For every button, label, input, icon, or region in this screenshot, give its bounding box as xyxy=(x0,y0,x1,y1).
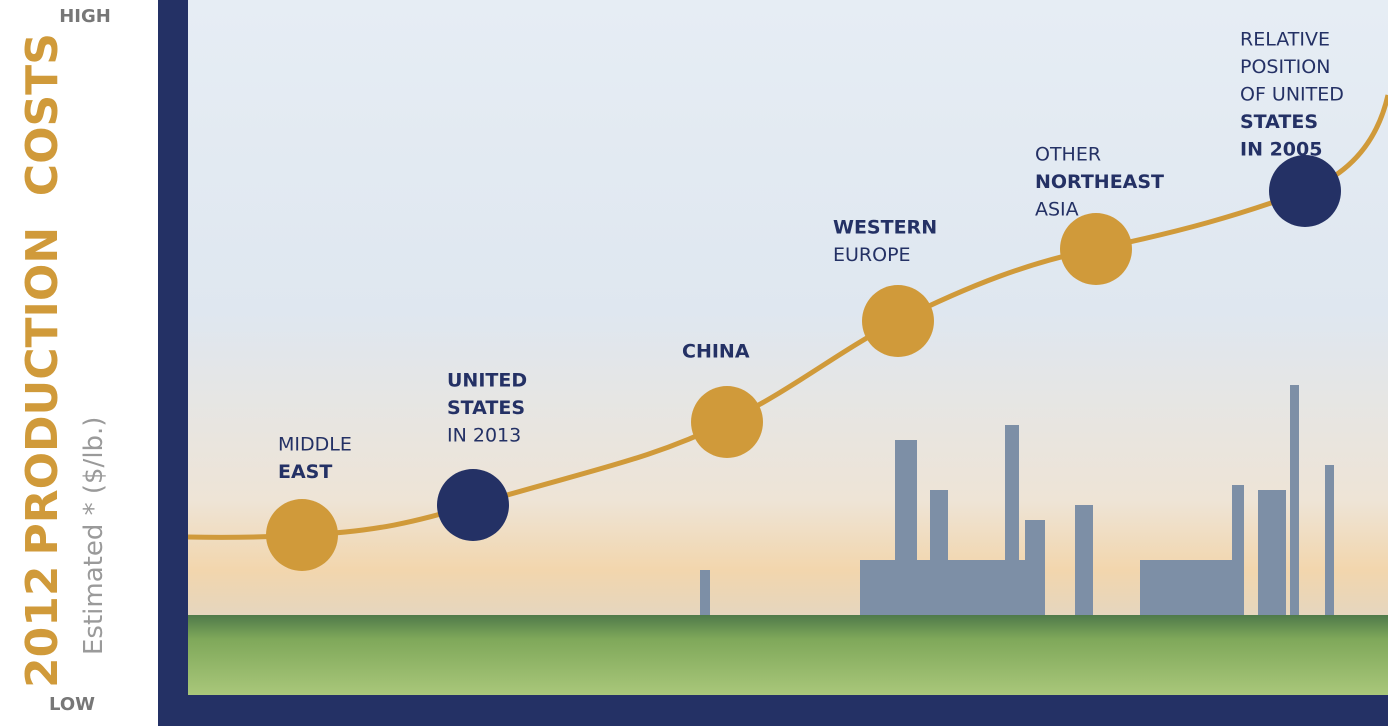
node-label: CHINA xyxy=(682,341,750,363)
axis-title-main: PRODUCTION COSTS xyxy=(17,33,68,555)
node-label: EUROPE xyxy=(833,244,911,266)
node-label: STATES xyxy=(447,397,525,419)
node-circle xyxy=(691,386,763,458)
x-axis-bar xyxy=(158,695,1388,726)
node-circle xyxy=(1269,155,1341,227)
node-label: IN 2005 xyxy=(1240,139,1322,161)
node-label: OF UNITED xyxy=(1240,84,1344,106)
node-circle xyxy=(437,469,509,541)
axis-title: 2012 PRODUCTION COSTS xyxy=(17,33,68,688)
axis-title-year: 2012 xyxy=(17,566,68,688)
node-circle xyxy=(862,285,934,357)
node-circle xyxy=(1060,213,1132,285)
field xyxy=(188,615,1388,695)
axis-low: LOW xyxy=(49,694,95,715)
refinery xyxy=(700,385,1334,625)
node-label: MIDDLE xyxy=(278,434,352,456)
node-label: OTHER xyxy=(1035,144,1101,166)
nodes: MIDDLE EAST UNITED STATES IN 2013 CHINA WESTER… xyxy=(266,29,1344,571)
node-circle xyxy=(266,499,338,571)
node-label: IN 2013 xyxy=(447,425,521,447)
axis-subtitle: Estimated * ($/lb.) xyxy=(79,417,109,655)
node-label: RELATIVE xyxy=(1240,29,1330,51)
node-label: NORTHEAST xyxy=(1035,171,1164,193)
cost-curve xyxy=(187,94,1388,540)
node-label: WESTERN xyxy=(833,217,937,239)
node-label: EAST xyxy=(278,461,332,483)
node-label: UNITED xyxy=(447,370,527,392)
axis-high: HIGH xyxy=(59,6,111,27)
node-label: POSITION xyxy=(1240,56,1330,78)
y-axis-bar xyxy=(158,0,188,726)
node-label: ASIA xyxy=(1035,199,1079,221)
node-label: STATES xyxy=(1240,111,1318,133)
